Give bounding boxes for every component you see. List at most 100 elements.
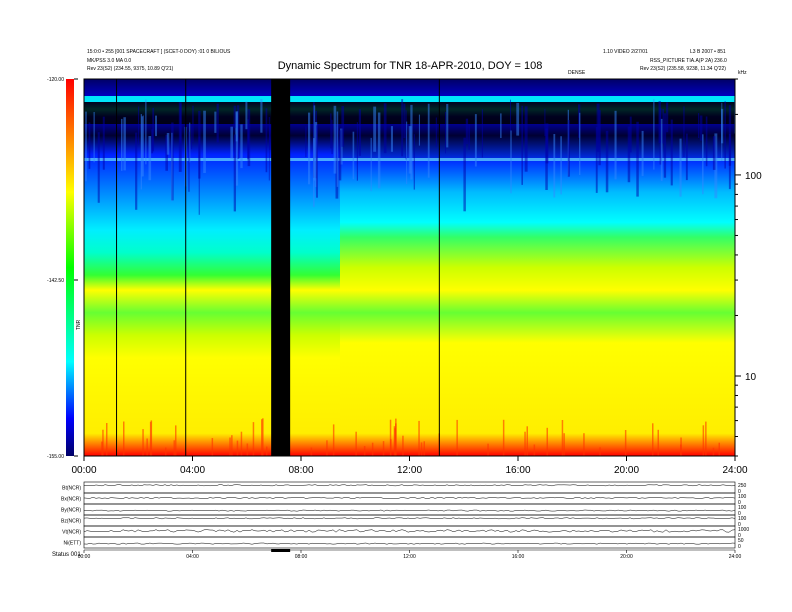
header-right-unit: kHz (738, 70, 747, 76)
streak (203, 110, 206, 173)
red-streak (261, 419, 263, 456)
colorbar (66, 79, 74, 456)
spectrogram-plot (83, 78, 736, 457)
streak (468, 124, 470, 150)
streak (445, 111, 446, 154)
red-streak (165, 447, 167, 456)
red-streak (106, 423, 108, 456)
red-streak (652, 423, 654, 456)
subpanel-trace (83, 529, 736, 533)
red-streak (561, 420, 564, 456)
data-gap (271, 79, 291, 456)
y-tick-label: 100 (745, 171, 762, 182)
subpanel-scale-min: 0 (738, 500, 741, 506)
streak (705, 116, 708, 167)
streak (142, 115, 144, 177)
streak (141, 116, 144, 177)
streak (237, 105, 240, 159)
streak (240, 124, 243, 169)
subpanel-x-label: 16:00 (512, 554, 525, 560)
subpanel-scale-max: 100 (738, 494, 747, 500)
red-streak (533, 444, 536, 456)
subpanel-scale-max: 100 (738, 516, 747, 522)
streak (636, 121, 639, 197)
subpanel-frame (83, 525, 736, 538)
streak (679, 138, 682, 197)
streak (377, 112, 381, 189)
streak (192, 105, 194, 143)
red-streak (211, 438, 214, 456)
streak (188, 131, 190, 192)
streak (191, 124, 193, 150)
x-axis-ticks: 00:00 04:00 08:00 12:00 16:00 20:00 24:00 (71, 456, 748, 476)
subpanel-frame (83, 492, 736, 505)
red-streak (332, 424, 335, 456)
streak (198, 110, 201, 179)
red-streak (657, 429, 659, 456)
streak (653, 99, 655, 170)
streak (410, 104, 413, 180)
streak (629, 116, 632, 153)
streak (699, 115, 703, 141)
header-right-small: DENSE (568, 70, 586, 76)
streak (383, 103, 387, 154)
streak (352, 131, 355, 180)
colorbar-tick-label: -120.00 (47, 77, 64, 83)
red-streak (599, 447, 601, 456)
red-streak (229, 437, 231, 456)
red-streak (423, 441, 425, 456)
y-axis-ticks: 100 10 (735, 78, 762, 457)
header-right-line1: 1.10 VIDEO 2/27/01 (603, 49, 648, 55)
streak (166, 133, 170, 155)
red-streak (563, 433, 565, 456)
subpanel-trace (83, 484, 736, 487)
subpanel-scale-min: 0 (738, 511, 741, 517)
streak (373, 106, 377, 152)
chart-title: Dynamic Spectrum for TNR 18-APR-2010, DO… (278, 60, 543, 72)
streak (627, 126, 631, 183)
header-right-line4: Rev 23(S2) (235.58, 9238, 11.34 Q'22) (640, 66, 726, 72)
streak (214, 111, 217, 133)
streak (338, 130, 342, 181)
subpanel-scale-min: 0 (738, 544, 741, 550)
red-streak (394, 428, 396, 456)
red-streak (240, 431, 243, 456)
red-streak (363, 446, 366, 456)
streak (178, 102, 182, 172)
colorbar-ticks: -120.00 -142.50 -155.00 (47, 77, 78, 460)
streak (265, 108, 268, 173)
streak (140, 114, 142, 190)
streak (85, 111, 87, 182)
streak (97, 132, 100, 203)
red-streak (487, 443, 489, 456)
streak (233, 134, 236, 212)
streak (403, 103, 406, 139)
red-streak (252, 422, 255, 456)
streak (155, 115, 157, 137)
subpanel-x-label: 24:00 (729, 554, 742, 560)
streak (314, 122, 318, 188)
red-streak (310, 447, 313, 456)
streak (123, 117, 126, 171)
streak (596, 103, 600, 152)
red-streak (382, 441, 385, 456)
streak (524, 106, 528, 172)
subpanel-frame (83, 481, 736, 494)
streak (88, 122, 91, 169)
streak (308, 112, 311, 185)
red-streak (246, 443, 249, 456)
red-streak (546, 427, 548, 456)
red-streak (705, 421, 707, 456)
red-streak (583, 433, 585, 456)
subpanel-label: Vt(NCR) (62, 530, 81, 536)
footer-label: Status 001 (52, 552, 81, 558)
streak (189, 122, 191, 163)
subpanel-label: Bx(NCR) (61, 497, 81, 503)
streak (390, 126, 393, 152)
x-tick-label: 24:00 (722, 465, 747, 476)
red-streak (262, 418, 264, 456)
streak (93, 112, 95, 163)
streak (544, 108, 546, 137)
streak (341, 106, 345, 147)
